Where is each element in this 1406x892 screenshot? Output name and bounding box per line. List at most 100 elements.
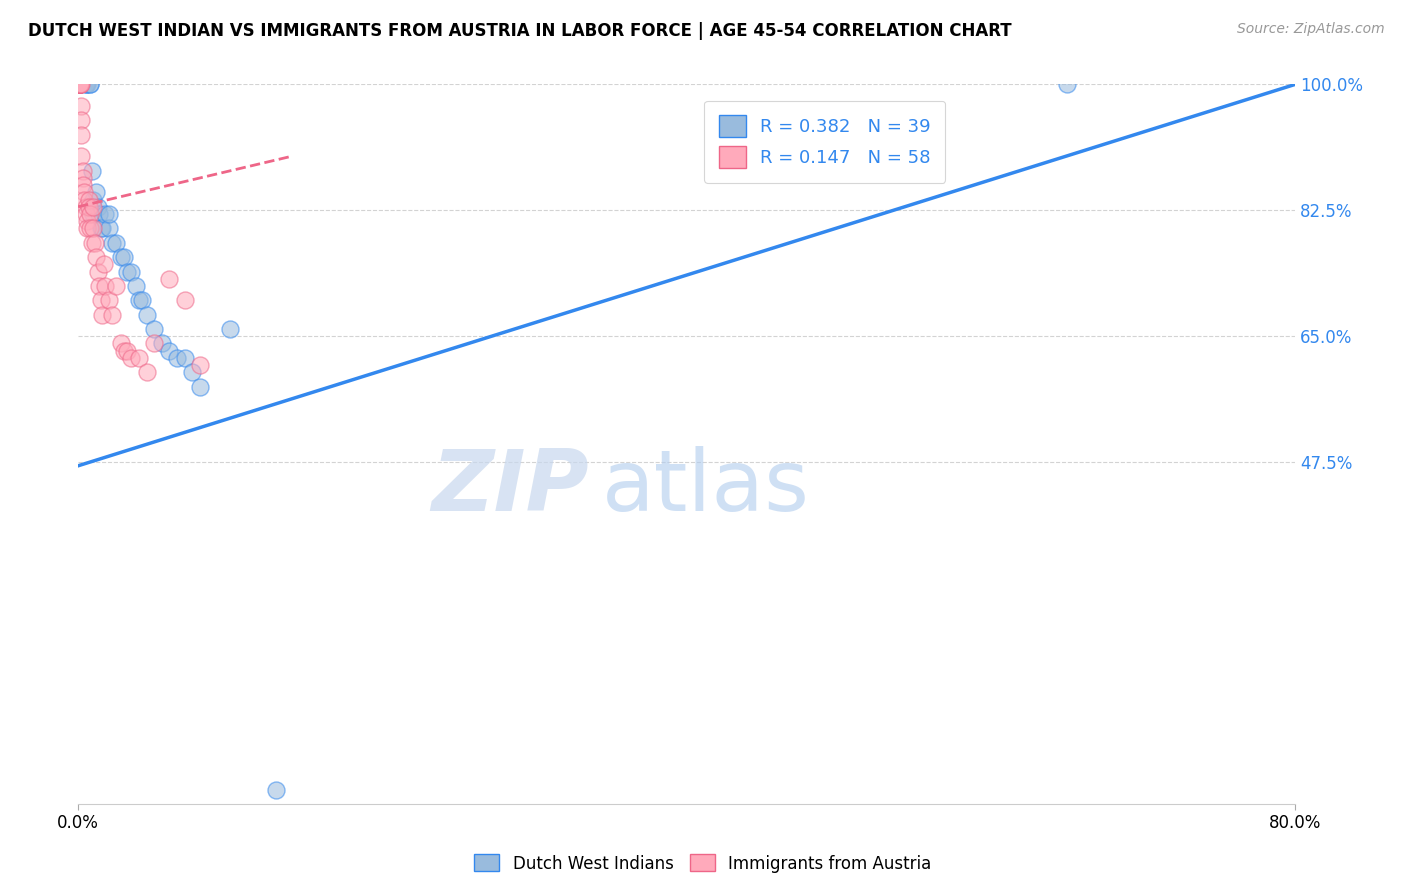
Point (69, 78, 91, 92)
Point (100, 308, 122, 322)
Point (76, 214, 98, 228)
Point (75, 200, 97, 214)
Point (70, 78, 93, 92)
Point (70, 128, 93, 142)
Point (150, 336, 173, 351)
Point (69, 78, 91, 92)
Point (77, 193, 100, 207)
Point (97, 293, 120, 308)
Point (75, 207, 97, 221)
Point (166, 351, 188, 365)
Point (94, 207, 117, 221)
Point (188, 358, 211, 372)
Point (143, 336, 166, 351)
Point (131, 293, 153, 308)
Point (79, 221, 101, 235)
Point (87, 200, 110, 214)
Point (79, 78, 101, 92)
Point (115, 264, 138, 278)
Point (91, 221, 114, 235)
Point (72, 163, 94, 178)
Point (91, 308, 114, 322)
Point (135, 365, 157, 379)
Point (112, 343, 135, 358)
Point (82, 221, 104, 235)
Point (76, 221, 98, 235)
Point (97, 221, 120, 235)
Point (143, 322, 166, 336)
Legend: Dutch West Indians, Immigrants from Austria: Dutch West Indians, Immigrants from Aust… (468, 847, 938, 880)
Point (67, 78, 90, 92)
Point (125, 279, 148, 293)
Text: ZIP: ZIP (432, 446, 589, 529)
Point (188, 379, 211, 393)
Point (1056, 78, 1078, 92)
Point (157, 343, 180, 358)
Point (219, 322, 242, 336)
Point (82, 207, 104, 221)
Text: DUTCH WEST INDIAN VS IMMIGRANTS FROM AUSTRIA IN LABOR FORCE | AGE 45-54 CORRELAT: DUTCH WEST INDIAN VS IMMIGRANTS FROM AUS… (28, 22, 1012, 40)
Point (67, 78, 90, 92)
Point (97, 207, 120, 221)
Point (120, 351, 142, 365)
Point (75, 78, 97, 92)
Point (67, 78, 90, 92)
Point (86, 250, 108, 264)
Point (110, 250, 132, 264)
Point (89, 207, 111, 221)
Point (90, 221, 112, 235)
Point (69, 78, 91, 92)
Point (69, 78, 91, 92)
Point (173, 351, 195, 365)
Text: atlas: atlas (602, 446, 810, 529)
Point (73, 186, 96, 200)
Point (72, 171, 94, 186)
Point (264, 782, 287, 797)
Point (86, 186, 108, 200)
Legend: R = 0.382   N = 39, R = 0.147   N = 58: R = 0.382 N = 39, R = 0.147 N = 58 (704, 101, 945, 183)
Point (69, 78, 91, 92)
Point (67, 78, 90, 92)
Point (115, 343, 138, 358)
Point (75, 78, 97, 92)
Point (69, 78, 91, 92)
Point (83, 235, 105, 250)
Point (181, 365, 204, 379)
Point (77, 200, 100, 214)
Point (105, 279, 128, 293)
Point (67, 78, 90, 92)
Point (67, 78, 90, 92)
Point (135, 308, 157, 322)
Point (67, 78, 90, 92)
Point (105, 235, 128, 250)
Point (69, 78, 91, 92)
Point (67, 78, 90, 92)
Point (120, 264, 142, 278)
Point (79, 207, 101, 221)
Point (87, 264, 110, 278)
Point (128, 351, 150, 365)
Point (76, 78, 98, 92)
Point (128, 293, 150, 308)
Point (89, 279, 111, 293)
Point (94, 279, 117, 293)
Point (70, 149, 93, 163)
Point (110, 336, 132, 351)
Text: Source: ZipAtlas.com: Source: ZipAtlas.com (1237, 22, 1385, 37)
Point (90, 293, 112, 308)
Point (72, 178, 94, 193)
Point (82, 193, 104, 207)
Point (73, 193, 96, 207)
Point (93, 257, 115, 271)
Point (69, 78, 91, 92)
Point (69, 78, 91, 92)
Point (100, 235, 122, 250)
Point (82, 200, 104, 214)
Point (79, 78, 101, 92)
Point (70, 113, 93, 128)
Point (67, 78, 90, 92)
Point (70, 99, 93, 113)
Point (80, 235, 103, 250)
Point (67, 78, 90, 92)
Point (173, 293, 195, 308)
